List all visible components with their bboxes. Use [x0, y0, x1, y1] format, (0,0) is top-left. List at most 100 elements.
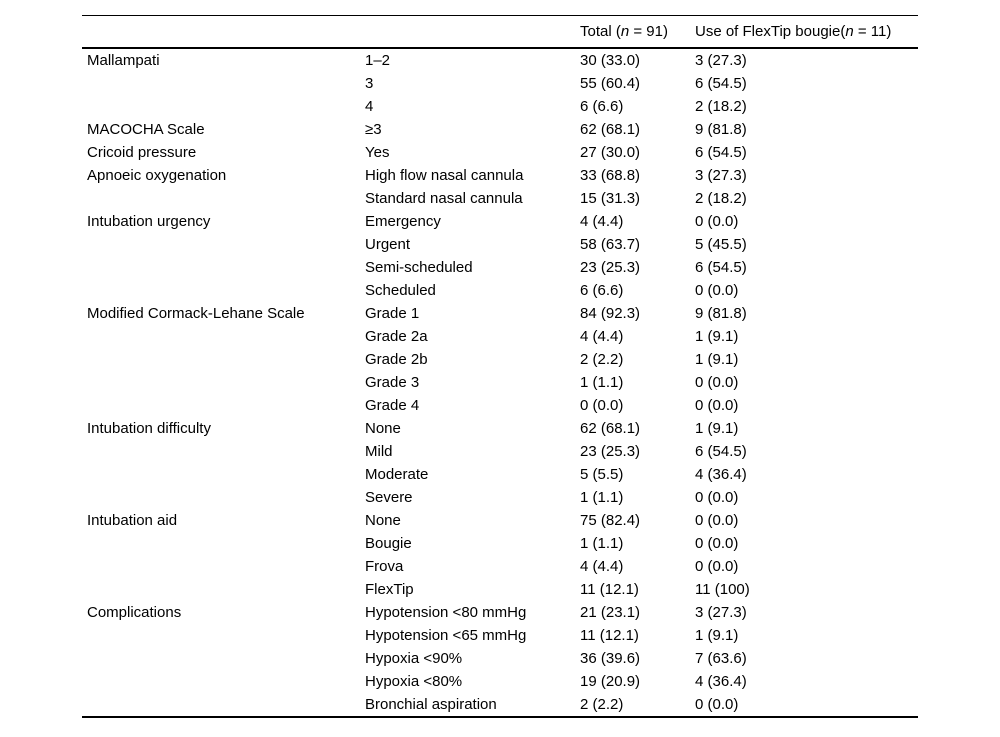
cell-flextip: 0 (0.0) [695, 213, 739, 230]
table-row: Bronchial aspiration 2 (2.2) 0 (0.0) [82, 693, 918, 717]
cell-category [82, 279, 360, 302]
cell-subcategory: Emergency [365, 213, 441, 230]
table-container: Total (n = 91) Use of FlexTip bougie(n =… [82, 15, 918, 718]
column-header-total-n: n [620, 23, 630, 40]
cell-flextip: 0 (0.0) [695, 397, 739, 414]
table-row: FlexTip 11 (12.1) 11 (100) [82, 578, 918, 601]
cell-flextip: 3 (27.3) [695, 604, 747, 621]
cell-flextip: 1 (9.1) [695, 420, 739, 437]
cell-category: Mallampati [87, 52, 160, 69]
cell-flextip: 2 (18.2) [695, 98, 747, 115]
cell-total: 4 (4.4) [580, 213, 624, 230]
cell-category: Apnoeic oxygenation [87, 167, 227, 184]
cell-category: Complications [87, 604, 182, 621]
column-header-flextip-count: = 11) [853, 23, 892, 40]
cell-subcategory: Grade 2b [365, 351, 428, 368]
cell-flextip: 3 (27.3) [695, 167, 747, 184]
cell-total: 2 (2.2) [580, 351, 624, 368]
cell-flextip: 11 (100) [695, 581, 750, 598]
cell-total: 58 (63.7) [580, 236, 641, 253]
cell-category [82, 72, 360, 95]
table-row: MACOCHA Scale ≥3 62 (68.1) 9 (81.8) [82, 118, 918, 141]
cell-category [82, 647, 360, 670]
table-row: 4 6 (6.6) 2 (18.2) [82, 95, 918, 118]
column-header-total-text: Total ( [580, 23, 621, 40]
table-row: Scheduled 6 (6.6) 0 (0.0) [82, 279, 918, 302]
cell-subcategory: Moderate [365, 466, 429, 483]
cell-category [82, 624, 360, 647]
cell-flextip: 6 (54.5) [695, 75, 747, 92]
cell-category [82, 348, 360, 371]
cell-subcategory: Bougie [365, 535, 412, 552]
table-row: Hypoxia <90% 36 (39.6) 7 (63.6) [82, 647, 918, 670]
cell-flextip: 0 (0.0) [695, 489, 739, 506]
table-row: Intubation aid None 75 (82.4) 0 (0.0) [82, 509, 918, 532]
document-table: Total (n = 91) Use of FlexTip bougie(n =… [82, 15, 918, 718]
cell-subcategory: None [365, 420, 401, 437]
cell-category [82, 325, 360, 348]
cell-subcategory: Hypoxia <80% [365, 673, 463, 690]
cell-category [82, 394, 360, 417]
cell-total: 62 (68.1) [580, 420, 641, 437]
cell-flextip: 1 (9.1) [695, 351, 739, 368]
cell-subcategory: Bronchial aspiration [365, 696, 497, 713]
cell-flextip: 3 (27.3) [695, 52, 747, 69]
cell-total: 11 (12.1) [580, 581, 639, 598]
cell-flextip: 0 (0.0) [695, 696, 739, 713]
cell-subcategory: Scheduled [365, 282, 436, 299]
cell-subcategory: Hypoxia <90% [365, 650, 463, 667]
cell-flextip: 0 (0.0) [695, 282, 739, 299]
cell-flextip: 9 (81.8) [695, 305, 747, 322]
cell-subcategory: Grade 2a [365, 328, 428, 345]
cell-total: 15 (31.3) [580, 190, 641, 207]
table-row: Frova 4 (4.4) 0 (0.0) [82, 555, 918, 578]
table-row: Urgent 58 (63.7) 5 (45.5) [82, 233, 918, 256]
cell-flextip: 0 (0.0) [695, 512, 739, 529]
cell-flextip: 6 (54.5) [695, 144, 747, 161]
cell-total: 33 (68.8) [580, 167, 641, 184]
cell-category [82, 187, 360, 210]
table-row: Hypotension <65 mmHg 11 (12.1) 1 (9.1) [82, 624, 918, 647]
cell-flextip: 2 (18.2) [695, 190, 747, 207]
cell-flextip: 0 (0.0) [695, 374, 739, 391]
cell-flextip: 4 (36.4) [695, 673, 747, 690]
cell-subcategory: FlexTip [365, 581, 414, 598]
cell-subcategory: Hypotension <65 mmHg [365, 627, 527, 644]
table-row: Complications Hypotension <80 mmHg 21 (23.… [82, 601, 918, 624]
cell-total: 36 (39.6) [580, 650, 641, 667]
cell-subcategory: None [365, 512, 401, 529]
table-row: Mild 23 (25.3) 6 (54.5) [82, 440, 918, 463]
table-row: Bougie 1 (1.1) 0 (0.0) [82, 532, 918, 555]
table-header: Total (n = 91) Use of FlexTip bougie(n =… [82, 15, 918, 49]
cell-category: Modified Cormack-Lehane Scale [87, 305, 305, 322]
table-row: Mallampati 1–2 30 (33.0) 3 (27.3) [82, 48, 918, 72]
table-row: Grade 3 1 (1.1) 0 (0.0) [82, 371, 918, 394]
cell-flextip: 1 (9.1) [695, 627, 739, 644]
cell-total: 19 (20.9) [580, 673, 641, 690]
cell-category: MACOCHA Scale [87, 121, 205, 138]
cell-subcategory: Standard nasal cannula [365, 190, 523, 207]
cell-total: 1 (1.1) [580, 535, 624, 552]
cell-total: 23 (25.3) [580, 259, 641, 276]
table-header-row: Total (n = 91) Use of FlexTip bougie(n =… [82, 15, 918, 49]
cell-total: 11 (12.1) [580, 627, 639, 644]
cell-category [82, 578, 360, 601]
cell-total: 23 (25.3) [580, 443, 641, 460]
cell-subcategory: Severe [365, 489, 413, 506]
cell-category [82, 532, 360, 555]
cell-flextip: 9 (81.8) [695, 121, 747, 138]
cell-subcategory: Urgent [365, 236, 411, 253]
cell-subcategory: Yes [365, 144, 390, 161]
cell-total: 1 (1.1) [580, 489, 624, 506]
cell-total: 6 (6.6) [580, 282, 624, 299]
column-header-category [82, 15, 360, 49]
cell-total: 0 (0.0) [580, 397, 624, 414]
cell-flextip: 5 (45.5) [695, 236, 747, 253]
cell-category [82, 555, 360, 578]
cell-category [82, 670, 360, 693]
cell-subcategory: 4 [365, 98, 374, 115]
cell-total: 4 (4.4) [580, 328, 624, 345]
table-body: Mallampati 1–2 30 (33.0) 3 (27.3) 3 55 (60.4)… [82, 48, 918, 717]
cell-total: 5 (5.5) [580, 466, 624, 483]
